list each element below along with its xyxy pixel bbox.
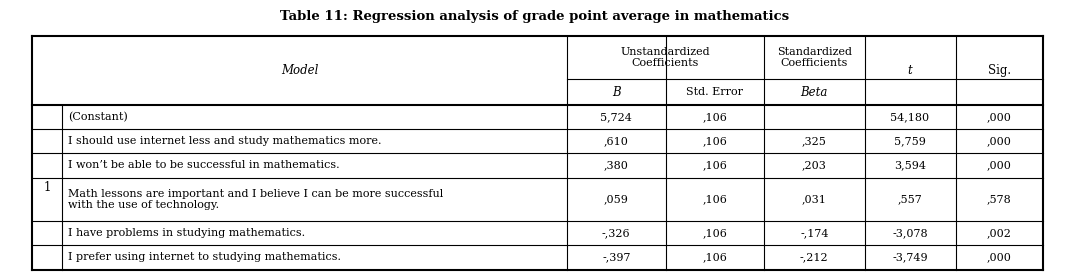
Text: ,002: ,002	[987, 228, 1012, 238]
Text: t: t	[907, 64, 913, 77]
Text: 5,759: 5,759	[895, 136, 926, 146]
Text: ,610: ,610	[603, 136, 629, 146]
Text: ,106: ,106	[702, 136, 728, 146]
Text: ,203: ,203	[801, 160, 827, 170]
Text: ,325: ,325	[801, 136, 827, 146]
Text: Model: Model	[281, 64, 318, 77]
Text: -,212: -,212	[800, 252, 828, 262]
Text: ,000: ,000	[987, 252, 1012, 262]
Text: (Constant): (Constant)	[68, 112, 128, 122]
Text: I should use internet less and study mathematics more.: I should use internet less and study mat…	[68, 136, 382, 146]
Text: -,174: -,174	[800, 228, 828, 238]
Text: ,578: ,578	[987, 194, 1012, 204]
Text: I won’t be able to be successful in mathematics.: I won’t be able to be successful in math…	[68, 160, 340, 170]
Text: -3,078: -3,078	[892, 228, 928, 238]
Text: ,106: ,106	[702, 228, 728, 238]
Text: ,000: ,000	[987, 160, 1012, 170]
Text: 3,594: 3,594	[895, 160, 926, 170]
Text: 54,180: 54,180	[890, 112, 930, 122]
Text: 5,724: 5,724	[600, 112, 632, 122]
Text: ,059: ,059	[603, 194, 629, 204]
Text: ,000: ,000	[987, 112, 1012, 122]
Text: Sig.: Sig.	[988, 64, 1011, 77]
Text: Beta: Beta	[800, 86, 828, 99]
Text: I have problems in studying mathematics.: I have problems in studying mathematics.	[68, 228, 306, 238]
Text: ,380: ,380	[603, 160, 629, 170]
Text: 1: 1	[44, 181, 50, 194]
Text: Standardized
Coefficients: Standardized Coefficients	[777, 47, 852, 68]
Text: Unstandardized
Coefficients: Unstandardized Coefficients	[621, 47, 710, 68]
Text: -3,749: -3,749	[892, 252, 928, 262]
Text: ,106: ,106	[702, 112, 728, 122]
Text: -,397: -,397	[602, 252, 630, 262]
Text: -,326: -,326	[602, 228, 630, 238]
Text: ,106: ,106	[702, 160, 728, 170]
Text: ,106: ,106	[702, 252, 728, 262]
Text: Std. Error: Std. Error	[686, 87, 744, 97]
Text: B: B	[612, 86, 621, 99]
Text: ,000: ,000	[987, 136, 1012, 146]
Text: Math lessons are important and I believe I can be more successful
with the use o: Math lessons are important and I believe…	[68, 189, 444, 210]
Text: ,557: ,557	[898, 194, 922, 204]
Text: ,106: ,106	[702, 194, 728, 204]
Text: I prefer using internet to studying mathematics.: I prefer using internet to studying math…	[68, 252, 341, 262]
Text: Table 11: Regression analysis of grade point average in mathematics: Table 11: Regression analysis of grade p…	[280, 10, 790, 23]
Text: ,031: ,031	[801, 194, 827, 204]
